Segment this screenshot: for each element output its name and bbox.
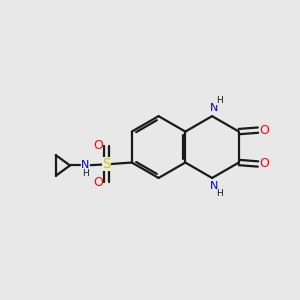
Text: O: O: [94, 176, 103, 189]
Text: N: N: [210, 103, 218, 113]
Text: H: H: [216, 96, 223, 105]
Text: N: N: [81, 160, 90, 170]
Text: H: H: [82, 169, 89, 178]
Text: O: O: [260, 124, 269, 136]
Text: O: O: [260, 158, 269, 170]
Text: S: S: [102, 157, 111, 171]
Text: H: H: [216, 189, 223, 198]
Text: O: O: [94, 139, 103, 152]
Text: N: N: [210, 181, 218, 191]
